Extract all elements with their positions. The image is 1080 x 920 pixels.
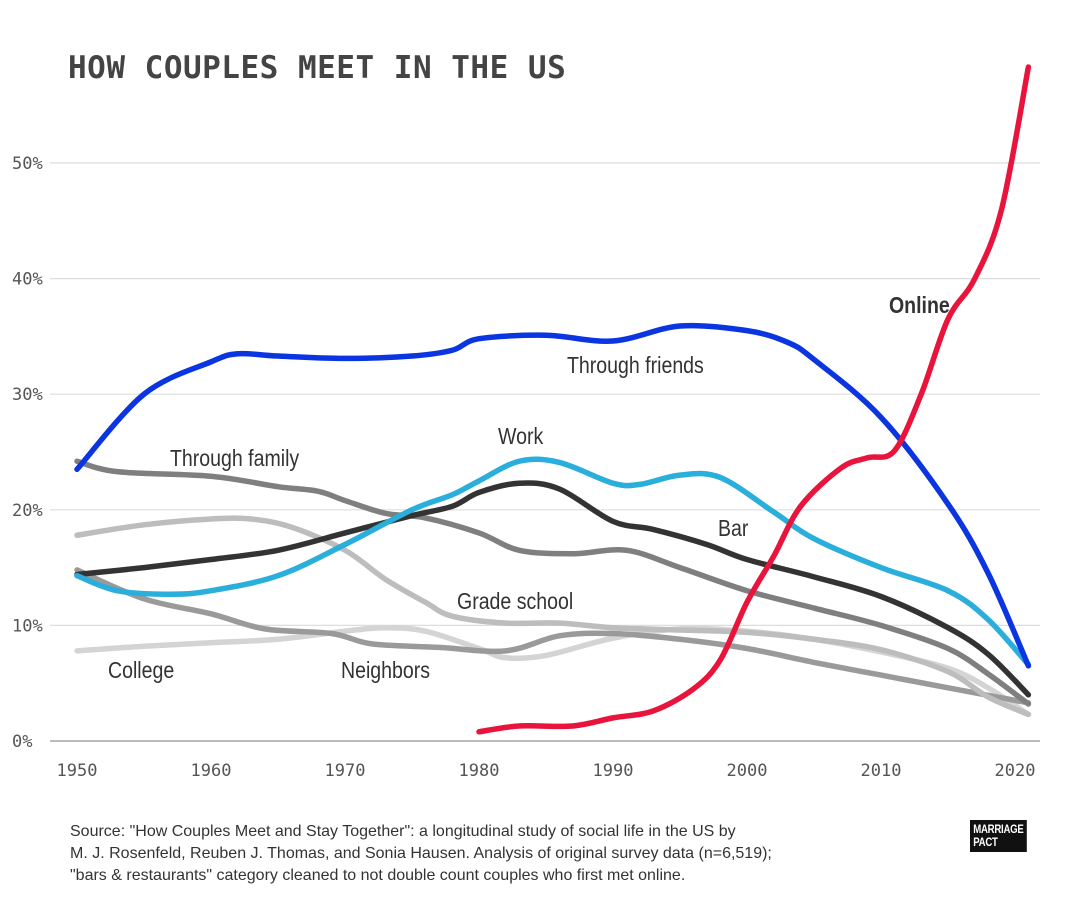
chart-title: HOW COUPLES MEET IN THE US [68, 50, 567, 86]
source-line: "bars & restaurants" category cleaned to… [70, 867, 686, 884]
series-line-work [74, 456, 1032, 668]
series-line-college [74, 624, 1032, 718]
x-tick-label: 1960 [191, 761, 232, 781]
y-tick-label: 10% [12, 616, 43, 636]
y-tick-label: 30% [12, 385, 43, 405]
source-line: M. J. Rosenfeld, Reuben J. Thomas, and S… [70, 845, 772, 862]
x-tick-label: 1990 [593, 761, 634, 781]
x-tick-label: 2010 [861, 761, 902, 781]
series-label: Through family [170, 446, 300, 472]
x-tick-label: 1970 [325, 761, 366, 781]
series-label: College [108, 658, 174, 684]
x-tick-label: 1950 [57, 761, 98, 781]
series-line-bar [74, 480, 1032, 698]
x-tick-label: 2020 [995, 761, 1036, 781]
y-tick-label: 40% [12, 270, 43, 290]
series-lines [74, 64, 1032, 735]
source-note: Source: "How Couples Meet and Stay Toget… [70, 821, 910, 887]
y-tick-label: 50% [12, 154, 43, 174]
series-line-neighbors [74, 567, 1032, 706]
grid-lines [50, 162, 1040, 742]
series-labels: Through friends Work Bar Through family Grad… [108, 293, 950, 684]
series-line-grade-school [74, 515, 1032, 718]
series-line-through-family [74, 458, 1032, 707]
series-label: Through friends [567, 353, 704, 379]
series-line-through-friends [74, 322, 1032, 669]
y-tick-label: 20% [12, 501, 43, 521]
marriage-pact-logo: MARRIAGE PACT [970, 820, 1027, 852]
x-tick-label: 1980 [459, 761, 500, 781]
x-axis-ticks: 1950 1960 1970 1980 1990 2000 2010 2020 [57, 761, 1036, 781]
series-label: Online [889, 293, 950, 319]
series-line-online [476, 64, 1032, 735]
source-line: Source: "How Couples Meet and Stay Toget… [70, 823, 736, 840]
x-tick-label: 2000 [727, 761, 768, 781]
y-axis-ticks: 0% 10% 20% 30% 40% 50% [12, 154, 43, 752]
series-label: Grade school [457, 589, 573, 615]
series-label: Bar [718, 516, 748, 542]
series-label: Work [498, 424, 544, 450]
series-label: Neighbors [341, 658, 430, 684]
y-tick-label: 0% [12, 732, 32, 752]
